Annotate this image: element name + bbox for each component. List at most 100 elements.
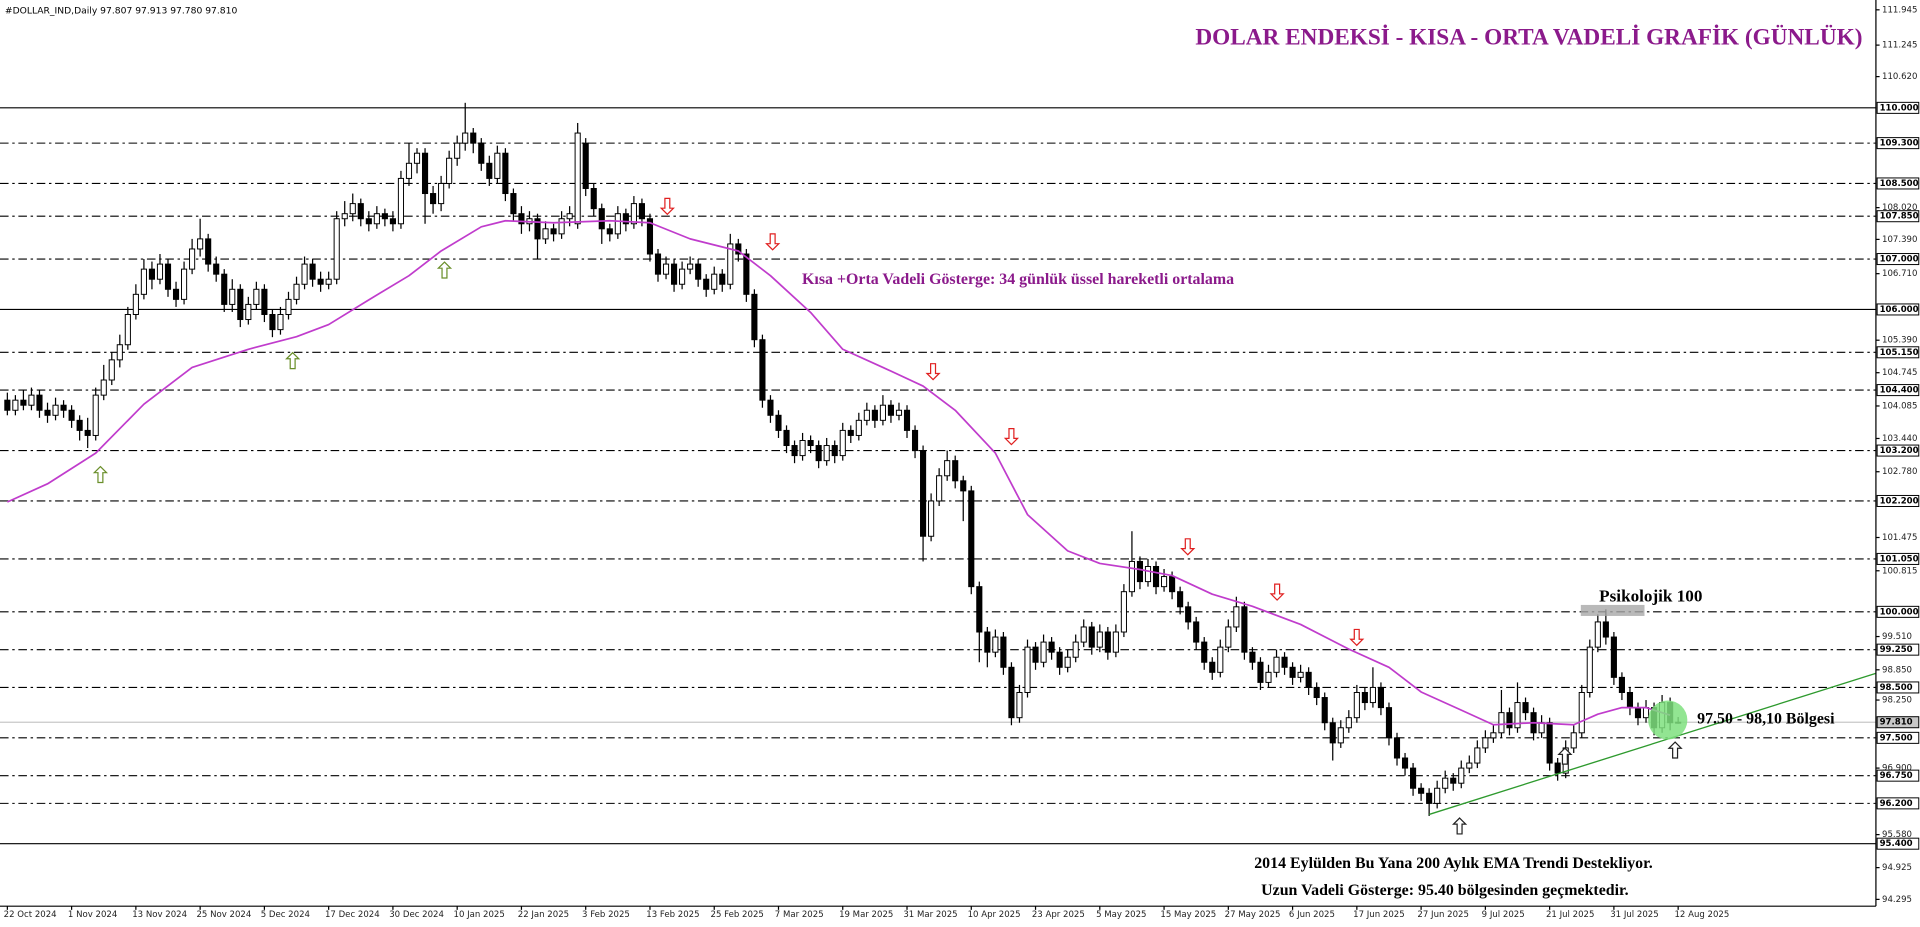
candle-body (887, 404, 895, 416)
x-tick-label: 1 Nov 2024 (68, 910, 117, 920)
level-label-box (1876, 346, 1920, 359)
candle-body (542, 228, 549, 240)
y-tick-label: 95.580 (1882, 830, 1912, 840)
candle-body (317, 278, 324, 285)
candle-body (952, 460, 959, 482)
level-label-box (1876, 303, 1920, 316)
up-arrow (1557, 747, 1573, 765)
y-tick-label: 104.745 (1882, 368, 1917, 378)
candle-body (156, 263, 164, 280)
candle-body (743, 253, 750, 295)
candle-body (1345, 717, 1352, 729)
candle-body (1088, 626, 1095, 648)
y-tick-label: 111.945 (1882, 5, 1917, 15)
y-tick-label: 96.900 (1882, 764, 1912, 774)
candle-body (413, 152, 421, 164)
candle-body (847, 429, 854, 436)
candle-body (1136, 560, 1144, 583)
candle-body (237, 288, 244, 321)
candle-body (132, 293, 139, 315)
down-arrow (1269, 583, 1285, 601)
level-label: 109.300 (1880, 139, 1919, 149)
candle-body (389, 218, 396, 225)
candle-body (397, 177, 405, 225)
y-tick-label: 98.850 (1882, 665, 1912, 675)
candle-body (799, 440, 806, 457)
y-tick-label: 102.780 (1882, 467, 1917, 477)
candle-body (895, 409, 903, 416)
candle-body (1377, 686, 1385, 709)
candle-body (1241, 606, 1248, 653)
x-tick-label: 22 Jan 2025 (518, 910, 569, 920)
level-label: 97.500 (1880, 733, 1913, 743)
indicator-note: Kısa +Orta Vadeli Gösterge: 34 günlük üs… (802, 271, 1234, 288)
candle-body (1249, 651, 1256, 663)
down-arrow (925, 363, 941, 381)
x-tick-label: 5 May 2025 (1096, 910, 1146, 920)
candle-body (815, 445, 822, 462)
candle-body (574, 132, 581, 225)
candle-body (679, 268, 686, 285)
y-tick-label: 98.250 (1882, 696, 1912, 706)
candle-body (1401, 757, 1409, 769)
candle-body (1634, 707, 1642, 719)
level-label-box (1876, 731, 1920, 744)
candle-body (181, 268, 188, 300)
candle-body (1265, 671, 1272, 683)
candle-body (911, 429, 919, 452)
candle-body (1048, 641, 1055, 653)
level-label-box (1876, 177, 1920, 190)
level-label: 96.750 (1880, 771, 1913, 781)
candle-body (727, 243, 734, 285)
x-tick-label: 30 Dec 2024 (389, 910, 444, 920)
level-label: 106.000 (1880, 305, 1919, 315)
candle-body (751, 293, 758, 341)
candle-body (871, 409, 878, 421)
level-label: 105.150 (1880, 348, 1919, 358)
candle-body (1064, 656, 1071, 668)
y-tick-label: 101.475 (1882, 533, 1917, 543)
candle-body (807, 440, 814, 447)
candle-body (1281, 656, 1288, 668)
level-label-box (1876, 605, 1920, 618)
candle-body (1080, 626, 1087, 643)
candle-body (430, 193, 437, 205)
level-label: 100.000 (1880, 607, 1919, 617)
up-arrow (285, 351, 301, 370)
candle-body (1458, 767, 1465, 784)
candle-body (1482, 737, 1489, 749)
candle-body (1490, 732, 1497, 739)
candle-body (1000, 636, 1007, 668)
candle-body (470, 132, 477, 144)
candle-body (140, 268, 147, 295)
candle-body (1072, 641, 1079, 658)
candle-body (630, 203, 637, 225)
candle-body (462, 132, 469, 144)
y-tick-label: 110.620 (1882, 72, 1917, 82)
candle-body (1160, 576, 1168, 588)
level-label: 107.000 (1880, 255, 1919, 265)
candle-body (1289, 666, 1296, 678)
candle-body (1369, 686, 1376, 704)
y-tick-label: 104.085 (1882, 401, 1917, 411)
level-label: 107.850 (1880, 212, 1919, 222)
candle-body (1177, 591, 1184, 608)
x-tick-label: 6 Jun 2025 (1289, 910, 1335, 920)
x-tick-label: 21 Jul 2025 (1546, 910, 1594, 920)
x-tick-label: 15 May 2025 (1160, 910, 1216, 920)
level-label-box (1876, 494, 1920, 507)
candle-body (1410, 767, 1417, 789)
axes-layer: 111.945 111.245 110.620 108.020 107.390 106.7… (4, 5, 1920, 920)
candle-body (879, 404, 886, 421)
candle-body (20, 399, 27, 406)
x-tick-label: 12 Aug 2025 (1674, 910, 1729, 920)
candle-body (606, 228, 613, 235)
x-tick-label: 9 Jul 2025 (1482, 910, 1525, 920)
candle-body (823, 445, 830, 462)
candle-body (1442, 777, 1449, 789)
candle-body (622, 213, 629, 225)
candle-body (205, 238, 212, 265)
candle-body (1273, 656, 1280, 673)
x-tick-label: 10 Jan 2025 (454, 910, 505, 920)
